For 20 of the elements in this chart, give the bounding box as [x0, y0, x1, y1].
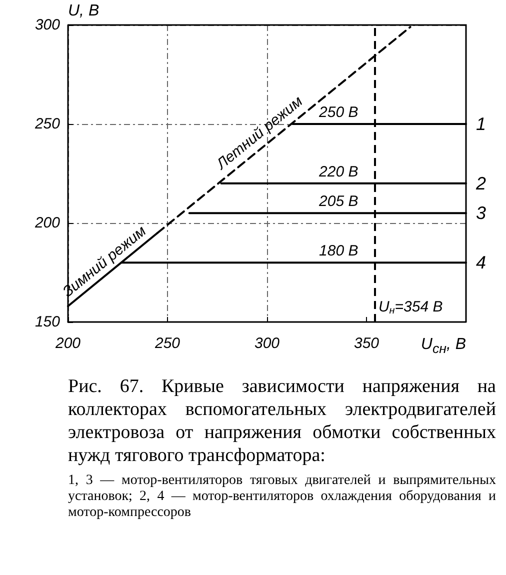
- y-tick-label: 300: [34, 16, 61, 34]
- x-tick-label: 250: [154, 335, 181, 352]
- annotation: 220 В: [318, 163, 358, 180]
- series-label: 1: [476, 114, 486, 134]
- x-tick-label: 300: [254, 335, 280, 352]
- y-tick-label: 250: [34, 116, 61, 132]
- text: 1, 3 — мотор-вентиляторов тяговых двигателей и выпрямительных установок; 2, 4 — мотор-вентиляторов охлаждения оборудования и мотор-компрессоров: [68, 473, 496, 521]
- series-label: 4: [476, 252, 486, 273]
- y-tick-label: 150: [34, 314, 61, 330]
- x-tick-label: 350: [354, 335, 380, 352]
- x-tick-label: 200: [54, 335, 82, 352]
- y-axis-title: U, В: [68, 2, 100, 20]
- series-label: 3: [476, 203, 486, 224]
- annotation: 205 В: [318, 193, 358, 210]
- x-axis-title: U$_{сн}$, В: [420, 336, 466, 356]
- y-tick-label: 200: [34, 214, 61, 232]
- text: Рис. 67. Кривые зависимости напряжения на коллекторах вспомогательных электродвигателей электровоза от напряжения обмотки собственных нужд тягового трансформатора:: [68, 375, 496, 467]
- annotation: 250 В: [318, 104, 358, 121]
- series-label: 2: [475, 173, 486, 194]
- annotation: 180 В: [319, 242, 358, 260]
